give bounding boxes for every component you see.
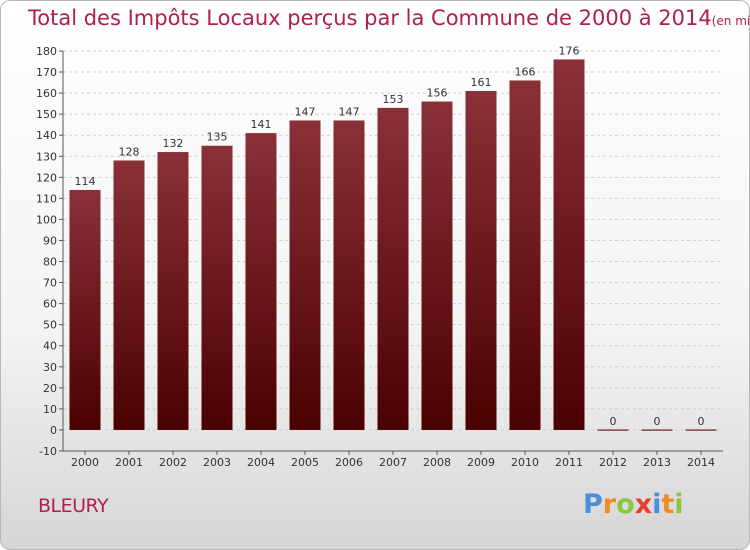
x-tick-label: 2011 bbox=[555, 456, 583, 469]
y-tick-label: 180 bbox=[36, 45, 57, 58]
y-tick-label: 40 bbox=[43, 340, 57, 353]
bar bbox=[553, 59, 585, 430]
bar bbox=[157, 152, 189, 430]
y-tick-label: 140 bbox=[36, 129, 57, 142]
x-tick-label: 2004 bbox=[247, 456, 275, 469]
bar bbox=[333, 120, 365, 430]
logo-letter: P bbox=[583, 489, 603, 520]
data-label: 128 bbox=[119, 145, 140, 158]
y-tick-label: 130 bbox=[36, 150, 57, 163]
data-label: 0 bbox=[654, 415, 661, 428]
x-tick-label: 2002 bbox=[159, 456, 187, 469]
y-tick-label: 70 bbox=[43, 277, 57, 290]
bar bbox=[201, 145, 233, 430]
bar bbox=[289, 120, 321, 430]
x-tick-label: 2009 bbox=[467, 456, 495, 469]
logo-letter: x bbox=[634, 489, 653, 520]
y-tick-label: 0 bbox=[50, 424, 57, 437]
data-label: 141 bbox=[251, 118, 272, 131]
y-tick-label: 90 bbox=[43, 234, 57, 247]
data-label: 161 bbox=[471, 76, 492, 89]
commune-name: BLEURY bbox=[38, 495, 109, 517]
logo-letter: i bbox=[674, 489, 684, 520]
data-label: 166 bbox=[515, 65, 536, 78]
logo-letter: o bbox=[616, 489, 635, 520]
data-label: 132 bbox=[163, 137, 184, 150]
y-tick-label: 20 bbox=[43, 382, 57, 395]
title-unit: (en milliers d'€) bbox=[711, 14, 750, 28]
x-tick-label: 2008 bbox=[423, 456, 451, 469]
x-tick-label: 2014 bbox=[687, 456, 715, 469]
title-main: Total des Impôts Locaux perçus par la Co… bbox=[28, 6, 712, 30]
data-label: 153 bbox=[383, 93, 404, 106]
y-tick-label: 60 bbox=[43, 298, 57, 311]
y-tick-label: 50 bbox=[43, 319, 57, 332]
y-tick-label: 80 bbox=[43, 256, 57, 269]
x-tick-label: 2010 bbox=[511, 456, 539, 469]
data-label: 114 bbox=[75, 175, 96, 188]
bar bbox=[465, 91, 497, 430]
y-tick-label: 150 bbox=[36, 108, 57, 121]
bar bbox=[597, 429, 629, 431]
x-tick-label: 2007 bbox=[379, 456, 407, 469]
x-tick-label: 2003 bbox=[203, 456, 231, 469]
data-label: 176 bbox=[559, 44, 580, 57]
bar bbox=[641, 429, 673, 431]
y-tick-label: -10 bbox=[39, 445, 57, 458]
x-tick-label: 2013 bbox=[643, 456, 671, 469]
y-tick-label: 10 bbox=[43, 403, 57, 416]
y-tick-label: 100 bbox=[36, 213, 57, 226]
y-tick-label: 120 bbox=[36, 171, 57, 184]
logo-letter: i bbox=[652, 489, 662, 520]
bar bbox=[509, 80, 541, 430]
x-tick-label: 2001 bbox=[115, 456, 143, 469]
data-label: 0 bbox=[698, 415, 705, 428]
data-label: 147 bbox=[339, 105, 360, 118]
x-tick-label: 2005 bbox=[291, 456, 319, 469]
x-tick-label: 2000 bbox=[71, 456, 99, 469]
bar bbox=[113, 160, 145, 430]
logo-letter: r bbox=[602, 489, 617, 520]
data-label: 135 bbox=[207, 131, 228, 144]
chart-title: Total des Impôts Locaux perçus par la Co… bbox=[28, 6, 750, 30]
bar bbox=[245, 133, 277, 430]
x-tick-label: 2012 bbox=[599, 456, 627, 469]
y-tick-label: 170 bbox=[36, 66, 57, 79]
bar bbox=[377, 107, 409, 430]
data-label: 156 bbox=[427, 87, 448, 100]
x-tick-label: 2006 bbox=[335, 456, 363, 469]
bar bbox=[685, 429, 717, 431]
proxiti-logo: Proxiti bbox=[583, 489, 684, 520]
data-label: 0 bbox=[610, 415, 617, 428]
bar bbox=[69, 189, 101, 430]
logo-letter: t bbox=[661, 489, 675, 520]
y-tick-label: 30 bbox=[43, 361, 57, 374]
bar bbox=[421, 101, 453, 430]
y-tick-label: 110 bbox=[36, 192, 57, 205]
data-label: 147 bbox=[295, 105, 316, 118]
y-tick-label: 160 bbox=[36, 87, 57, 100]
